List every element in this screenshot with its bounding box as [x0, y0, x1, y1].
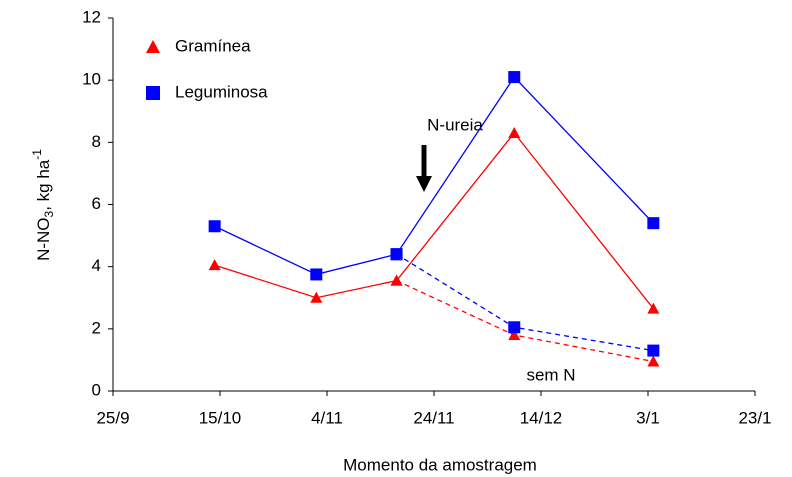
marker — [508, 127, 521, 139]
x-tick-label: 23/1 — [738, 408, 771, 427]
marker — [390, 274, 403, 286]
x-tick-label: 25/9 — [96, 408, 129, 427]
x-axis-title: Momento da amostragem — [343, 455, 537, 474]
marker — [390, 248, 403, 261]
legend-label: Gramínea — [175, 36, 251, 55]
annotation: N-ureia — [427, 115, 483, 134]
y-tick-label: 0 — [92, 380, 101, 399]
legend-label: Leguminosa — [175, 82, 268, 101]
y-axis-title: N-NO3, kg ha-1 — [30, 149, 56, 261]
arrow-head — [416, 176, 432, 192]
x-tick-label: 14/12 — [520, 408, 563, 427]
line — [214, 131, 654, 310]
y-tick-label: 12 — [82, 7, 101, 26]
marker — [208, 220, 221, 233]
y-tick-label: 4 — [92, 256, 101, 275]
line — [214, 76, 654, 276]
marker — [508, 329, 521, 341]
marker — [508, 71, 521, 84]
marker — [647, 302, 660, 314]
y-title-unit: , kg ha — [34, 159, 53, 211]
x-tick-label: 4/11 — [311, 408, 343, 427]
x-tick-label: 3/1 — [636, 408, 660, 427]
marker — [647, 217, 660, 230]
y-title-sup: -1 — [30, 149, 44, 160]
annotation: sem N — [526, 365, 575, 384]
marker — [310, 268, 323, 281]
y-tick-label: 6 — [92, 194, 101, 213]
legend-marker — [146, 86, 160, 100]
y-tick-label: 10 — [82, 70, 101, 89]
y-title-main: N-NO — [34, 217, 53, 260]
y-tick-label: 8 — [92, 132, 101, 151]
legend-marker — [146, 40, 160, 53]
marker — [647, 355, 660, 367]
marker — [647, 344, 660, 357]
y-title-sub: 3 — [42, 210, 56, 217]
dashed-line — [396, 253, 654, 352]
dashed-line — [396, 280, 654, 363]
x-tick-label: 15/10 — [199, 408, 242, 427]
y-tick-label: 2 — [92, 318, 101, 337]
marker — [310, 291, 323, 303]
marker — [508, 321, 521, 334]
marker — [208, 259, 221, 271]
x-tick-label: 24/11 — [413, 408, 454, 427]
